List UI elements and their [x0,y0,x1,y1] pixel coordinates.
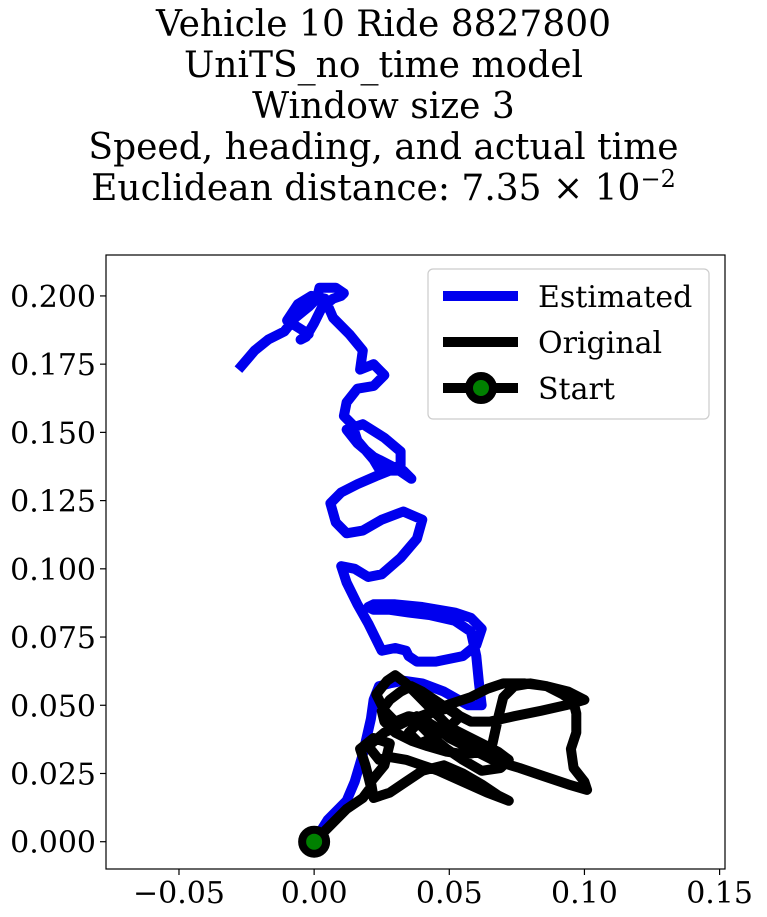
y-tick-label: 0.150 [10,416,96,451]
start-marker [298,825,331,858]
y-tick-label: 0.075 [10,621,96,656]
x-tick-label: −0.05 [133,876,225,911]
series-line-original [310,670,593,846]
legend-label-original: Original [538,326,662,361]
title-distance-text: Euclidean distance: 7.35 × 10 [91,168,641,209]
plot-frame [105,254,726,870]
x-tick-label: 0.15 [686,876,753,911]
legend-label-estimated: Estimated [538,280,692,315]
legend-box [427,268,710,420]
chart-title: Vehicle 10 Ride 8827800 UniTS_no_time mo… [0,4,767,209]
legend: Estimated Original Start [427,268,710,420]
title-distance-exponent: −2 [640,165,676,193]
x-axis: −0.05 0.00 0.05 0.10 0.15 [133,869,753,911]
y-tick-label: 0.125 [10,485,96,520]
series-line-estimated [234,282,487,845]
title-line-1: Vehicle 10 Ride 8827800 [155,4,612,45]
x-tick-label: 0.00 [281,876,348,911]
y-tick-label: 0.050 [10,689,96,724]
y-tick-label: 0.100 [10,553,96,588]
legend-start-marker [465,372,497,404]
title-line-3: Window size 3 [252,86,515,127]
plot-area [234,282,593,858]
y-tick-label: 0.200 [10,280,96,315]
title-line-5: Euclidean distance: 7.35 × 10−2 [0,165,767,209]
title-line-4: Speed, heading, and actual time [88,127,679,168]
x-tick-label: 0.10 [551,876,618,911]
y-tick-label: 0.000 [10,826,96,861]
y-axis: 0.000 0.025 0.050 0.075 0.100 0.125 0.150 0.175… [10,280,106,861]
y-tick-label: 0.025 [10,757,96,792]
x-tick-label: 0.05 [416,876,483,911]
legend-label-start: Start [538,372,615,407]
y-tick-label: 0.175 [10,348,96,383]
title-line-2: UniTS_no_time model [183,45,584,86]
